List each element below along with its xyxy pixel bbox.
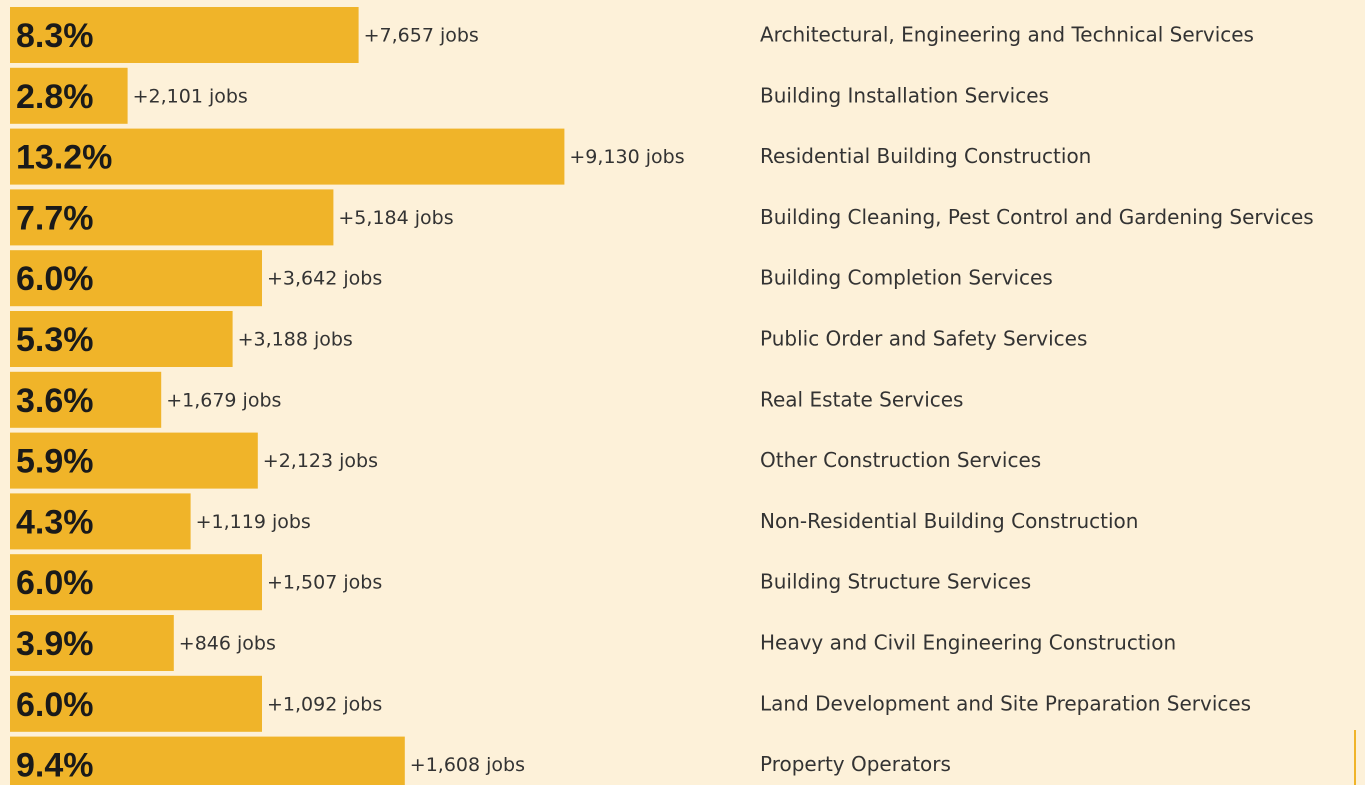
job-label: +3,642 jobs xyxy=(267,268,382,290)
job-label: +5,184 jobs xyxy=(338,207,453,229)
value-label: 9.4% xyxy=(16,747,94,785)
bar xyxy=(10,736,405,785)
value-label: 5.9% xyxy=(16,443,94,481)
job-label: +1,679 jobs xyxy=(166,389,281,411)
job-label: +846 jobs xyxy=(179,633,276,655)
job-label: +7,657 jobs xyxy=(364,25,479,47)
bar xyxy=(10,7,359,63)
job-label: +2,123 jobs xyxy=(263,450,378,472)
bar xyxy=(10,432,258,489)
bar xyxy=(10,615,174,671)
bar xyxy=(10,554,262,611)
value-label: 3.6% xyxy=(16,382,94,420)
category-label: Building Installation Services xyxy=(760,83,1049,107)
bar xyxy=(10,67,128,124)
job-label: +9,130 jobs xyxy=(569,146,684,168)
job-label: +1,092 jobs xyxy=(267,693,382,715)
category-label: Residential Building Construction xyxy=(760,144,1091,168)
category-label: Property Operators xyxy=(760,752,951,776)
value-label: 8.3% xyxy=(16,17,94,55)
value-label: 3.9% xyxy=(16,625,94,663)
value-label: 5.3% xyxy=(16,321,94,359)
bar xyxy=(10,675,262,732)
category-label: Land Development and Site Preparation Se… xyxy=(760,691,1251,715)
bar xyxy=(10,250,262,307)
value-label: 4.3% xyxy=(16,503,94,541)
bar xyxy=(10,128,565,185)
category-label: Building Cleaning, Pest Control and Gard… xyxy=(760,205,1314,229)
category-label: Heavy and Civil Engineering Construction xyxy=(760,631,1176,655)
job-label: +1,608 jobs xyxy=(410,754,525,776)
category-label: Non-Residential Building Construction xyxy=(760,509,1138,533)
bar xyxy=(10,371,162,428)
category-label: Building Completion Services xyxy=(760,266,1053,290)
bar xyxy=(10,493,191,550)
category-label: Public Order and Safety Services xyxy=(760,327,1087,351)
job-label: +1,507 jobs xyxy=(267,572,382,594)
value-label: 6.0% xyxy=(16,260,94,298)
job-label: +3,188 jobs xyxy=(238,329,353,351)
value-label: 6.0% xyxy=(16,686,94,724)
bar xyxy=(10,311,233,367)
job-label: +1,119 jobs xyxy=(196,511,311,533)
bar xyxy=(10,189,334,246)
value-label: 7.7% xyxy=(16,199,94,237)
value-label: 13.2% xyxy=(16,139,112,177)
job-label: +2,101 jobs xyxy=(133,85,248,107)
value-label: 2.8% xyxy=(16,78,94,116)
category-label: Building Structure Services xyxy=(760,570,1031,594)
category-label: Real Estate Services xyxy=(760,387,963,411)
value-label: 6.0% xyxy=(16,564,94,602)
category-label: Architectural, Engineering and Technical… xyxy=(760,23,1254,47)
category-label: Other Construction Services xyxy=(760,448,1041,472)
